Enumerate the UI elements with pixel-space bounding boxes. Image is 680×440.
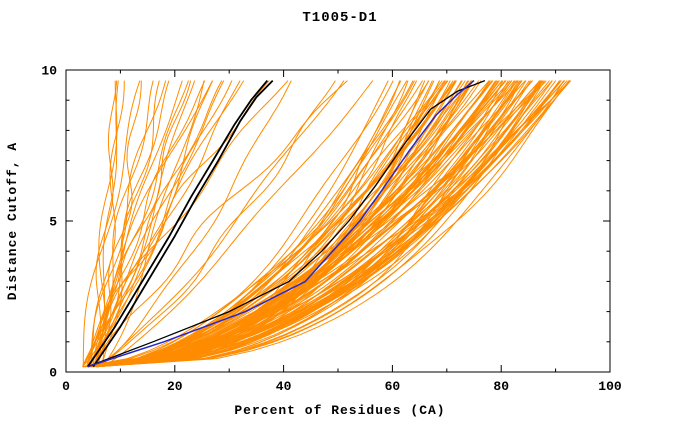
ensemble-curve [91,80,533,368]
ensemble-curve [96,80,142,367]
ensemble-curve [96,80,544,368]
x-axis-label: Percent of Residues (CA) [234,403,446,418]
ensemble-curve [90,80,449,368]
ensemble-curve [92,80,522,368]
x-tick-label: 100 [598,379,622,394]
ensemble-curve [98,80,446,368]
ensemble-curve [87,80,493,368]
blue-model-curve [87,80,475,368]
ensemble-curve [86,80,426,368]
x-tick-label: 0 [62,379,70,394]
ensemble-curve [87,80,183,367]
ensemble-curve [93,80,499,368]
chart-title: T1005-D1 [302,10,378,26]
ensemble-curve [91,80,415,368]
x-tick-label: 20 [167,379,183,394]
ensemble-curve [97,80,345,368]
ensemble-curve [91,80,414,368]
ensemble-curve [93,80,348,367]
x-tick-label: 80 [493,379,509,394]
y-tick-label: 0 [49,366,57,381]
ensemble-curve [85,80,507,368]
ensemble-curve [101,80,160,367]
ensemble-curve [98,80,482,368]
ensemble-curve [83,80,443,368]
ensemble-curve [87,80,490,368]
ensemble-curve [89,80,125,367]
ensemble-curve [83,80,408,368]
ensemble-curve [94,80,441,368]
ensemble-curve [95,80,119,367]
black-model-b-curve [92,79,274,368]
ensemble-curve [87,80,473,368]
ensemble-curve [82,80,225,367]
ensemble-curve [98,80,571,368]
x-tick-label: 60 [385,379,401,394]
ensemble-curve [89,80,189,367]
ensemble-curve [83,80,545,368]
ensemble-curve [97,80,292,368]
black-model-a-curve [87,80,268,368]
ensemble-curve [88,80,480,368]
x-tick-label: 40 [276,379,292,394]
ensemble-curve [103,80,374,368]
ensemble-curve [91,80,506,368]
ensemble-curve [96,80,509,368]
ensemble-curve [95,80,389,368]
ensemble-curve [93,80,336,368]
ensemble-curve [97,80,540,368]
ensemble-curve [92,80,440,368]
y-tick-label: 5 [49,215,57,230]
black-model-c-curve [87,79,486,368]
ensemble-curve [91,80,521,368]
ensemble-curve [97,80,516,368]
ensemble-curve [90,80,472,368]
ensemble-curve [86,80,213,367]
ensemble-curve [89,80,192,367]
ensemble-curve [96,80,526,368]
ensemble-curve [82,80,553,368]
y-tick-label: 10 [41,64,57,79]
ensemble-curve [82,80,141,367]
ensemble-curve [101,80,205,367]
ensemble-curve [97,80,562,368]
ensemble-curve [95,80,118,367]
ensemble-curve [82,80,233,367]
